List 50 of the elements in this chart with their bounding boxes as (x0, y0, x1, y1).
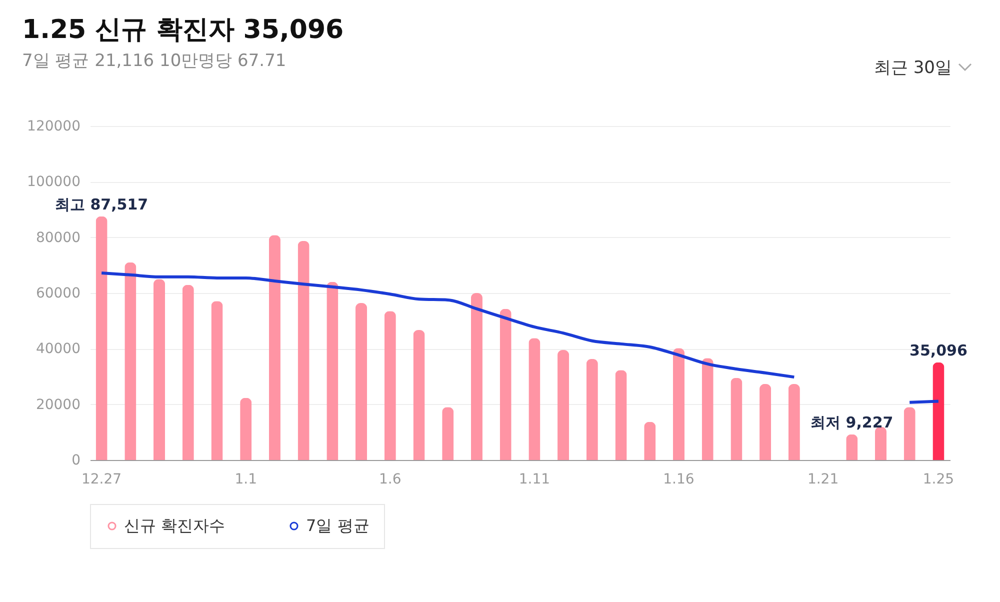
bar (298, 240, 310, 460)
y-tick-label: 0 (72, 452, 80, 468)
y-tick-label: 40000 (36, 341, 80, 358)
bar (326, 282, 338, 460)
bar (442, 407, 454, 460)
x-tick-label: 1.21 (807, 472, 839, 488)
legend-label: 7일 평균 (306, 516, 370, 535)
bar (730, 378, 742, 460)
y-tick-label: 80000 (36, 230, 80, 246)
bar (356, 303, 368, 460)
bar (586, 358, 598, 460)
bar (615, 370, 627, 460)
bar (268, 235, 280, 460)
bar (470, 293, 482, 460)
bar (500, 308, 512, 460)
y-tick-label: 60000 (36, 286, 80, 302)
data-label: 최저 9,227 (810, 413, 894, 432)
chart-title: 1.25 신규 확진자 35,096 (22, 15, 344, 45)
y-tick-label: 120000 (27, 118, 80, 134)
x-tick-label: 1.1 (234, 472, 257, 488)
y-tick-label: 100000 (27, 174, 80, 190)
chart-subtitle: 7일 평균 21,116 10만명당 67.71 (22, 51, 286, 71)
y-tick-label: 20000 (36, 396, 80, 413)
bar (153, 279, 166, 460)
bar (96, 216, 108, 460)
x-tick-label: 1.11 (518, 472, 550, 488)
data-label: 최고 87,517 (54, 195, 148, 214)
data-label: 35,096 (910, 341, 968, 360)
x-tick-label: 1.6 (379, 472, 402, 488)
bar (904, 407, 916, 460)
text: 최근 30일 (874, 57, 952, 79)
bar (211, 301, 223, 460)
bar (384, 311, 396, 460)
bar (644, 422, 656, 460)
bar (124, 262, 136, 460)
bar (760, 384, 772, 460)
bar (846, 434, 858, 460)
x-tick-label: 1.16 (663, 472, 694, 488)
bar (702, 358, 714, 460)
bar (240, 398, 252, 460)
bar (558, 350, 570, 460)
bar (788, 384, 800, 460)
x-tick-label: 12.27 (81, 472, 122, 488)
x-tick-label: 1.25 (922, 472, 954, 488)
bar (182, 284, 194, 460)
bar (528, 338, 540, 460)
bar (672, 348, 684, 460)
bar (413, 330, 425, 460)
bar (932, 362, 944, 460)
legend-label: 신규 확진자수 (124, 516, 226, 535)
